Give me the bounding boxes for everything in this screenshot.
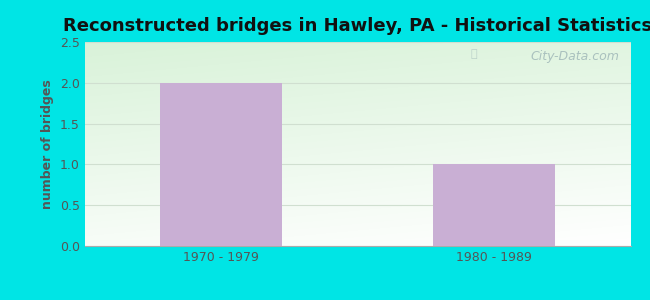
Title: Reconstructed bridges in Hawley, PA - Historical Statistics: Reconstructed bridges in Hawley, PA - Hi… — [63, 17, 650, 35]
Text: 🔍: 🔍 — [471, 49, 478, 59]
Y-axis label: number of bridges: number of bridges — [41, 79, 54, 209]
Bar — [160, 83, 282, 246]
Bar — [433, 164, 556, 246]
Text: City-Data.com: City-Data.com — [530, 50, 619, 63]
